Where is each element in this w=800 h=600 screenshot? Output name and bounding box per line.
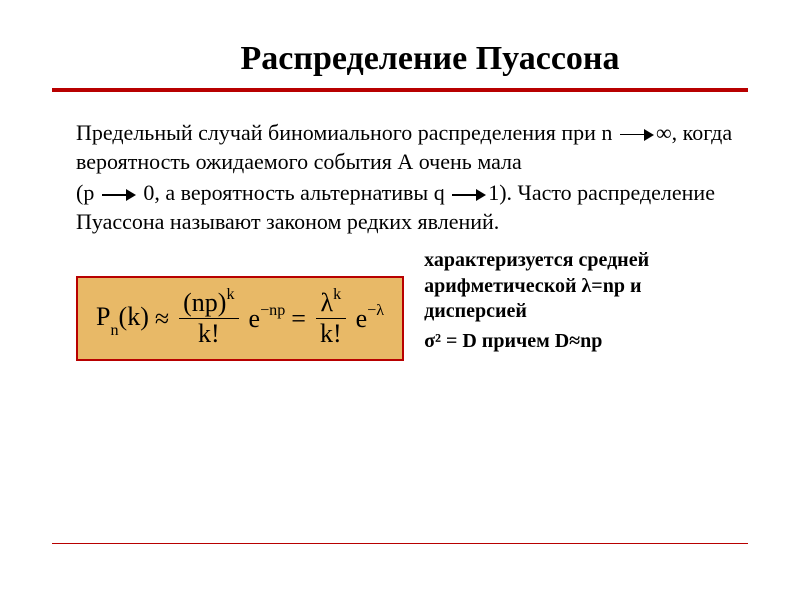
f1-num-base: (np) (183, 288, 226, 317)
paragraph-2: (p 0, а вероятность альтернативы q 1). Ч… (76, 178, 736, 236)
sym-k-arg: (k) (119, 302, 149, 331)
footer-rule (52, 543, 748, 544)
arrow-icon (452, 190, 486, 200)
sym-e-2: e (356, 304, 368, 333)
f1-num-exp: k (226, 286, 234, 303)
p2-part-b: 0, а вероятность альтернативы q (143, 180, 444, 205)
p1-part-a: Предельный случай биномиального распреде… (76, 120, 612, 145)
f1-den: k! (194, 319, 224, 349)
sym-approx: ≈ (155, 304, 169, 334)
formula-box: Pn(k) ≈ (np)k k! e−np = λk k! (76, 276, 404, 361)
slide-title: Распределение Пуассона (112, 40, 748, 78)
paragraph-1: Предельный случай биномиального распреде… (76, 118, 736, 176)
fraction-2: λk k! (316, 288, 346, 349)
sym-P: P (96, 302, 110, 331)
sym-e-1: e (249, 304, 261, 333)
sym-eq: = (291, 304, 306, 334)
f2-num-exp: k (333, 286, 341, 303)
title-rule (52, 88, 748, 92)
p2-part-a: (p (76, 180, 94, 205)
e-exp-1: −np (260, 302, 285, 319)
f2-den: k! (316, 319, 346, 349)
poisson-formula: Pn(k) ≈ (np)k k! e−np = λk k! (96, 288, 384, 349)
arrow-icon (102, 190, 136, 200)
sym-n-sub: n (110, 322, 118, 339)
fraction-1: (np)k k! (179, 288, 238, 349)
body-text: Предельный случай биномиального распреде… (52, 118, 748, 236)
side-line-2: σ² = D причем D≈np (424, 329, 654, 355)
arrow-icon (620, 130, 654, 140)
e-exp-2: −λ (367, 302, 384, 319)
side-line-1: характеризуется средней арифметической λ… (424, 248, 654, 325)
side-note: характеризуется средней арифметической λ… (424, 248, 654, 354)
f2-num-base: λ (320, 288, 333, 317)
